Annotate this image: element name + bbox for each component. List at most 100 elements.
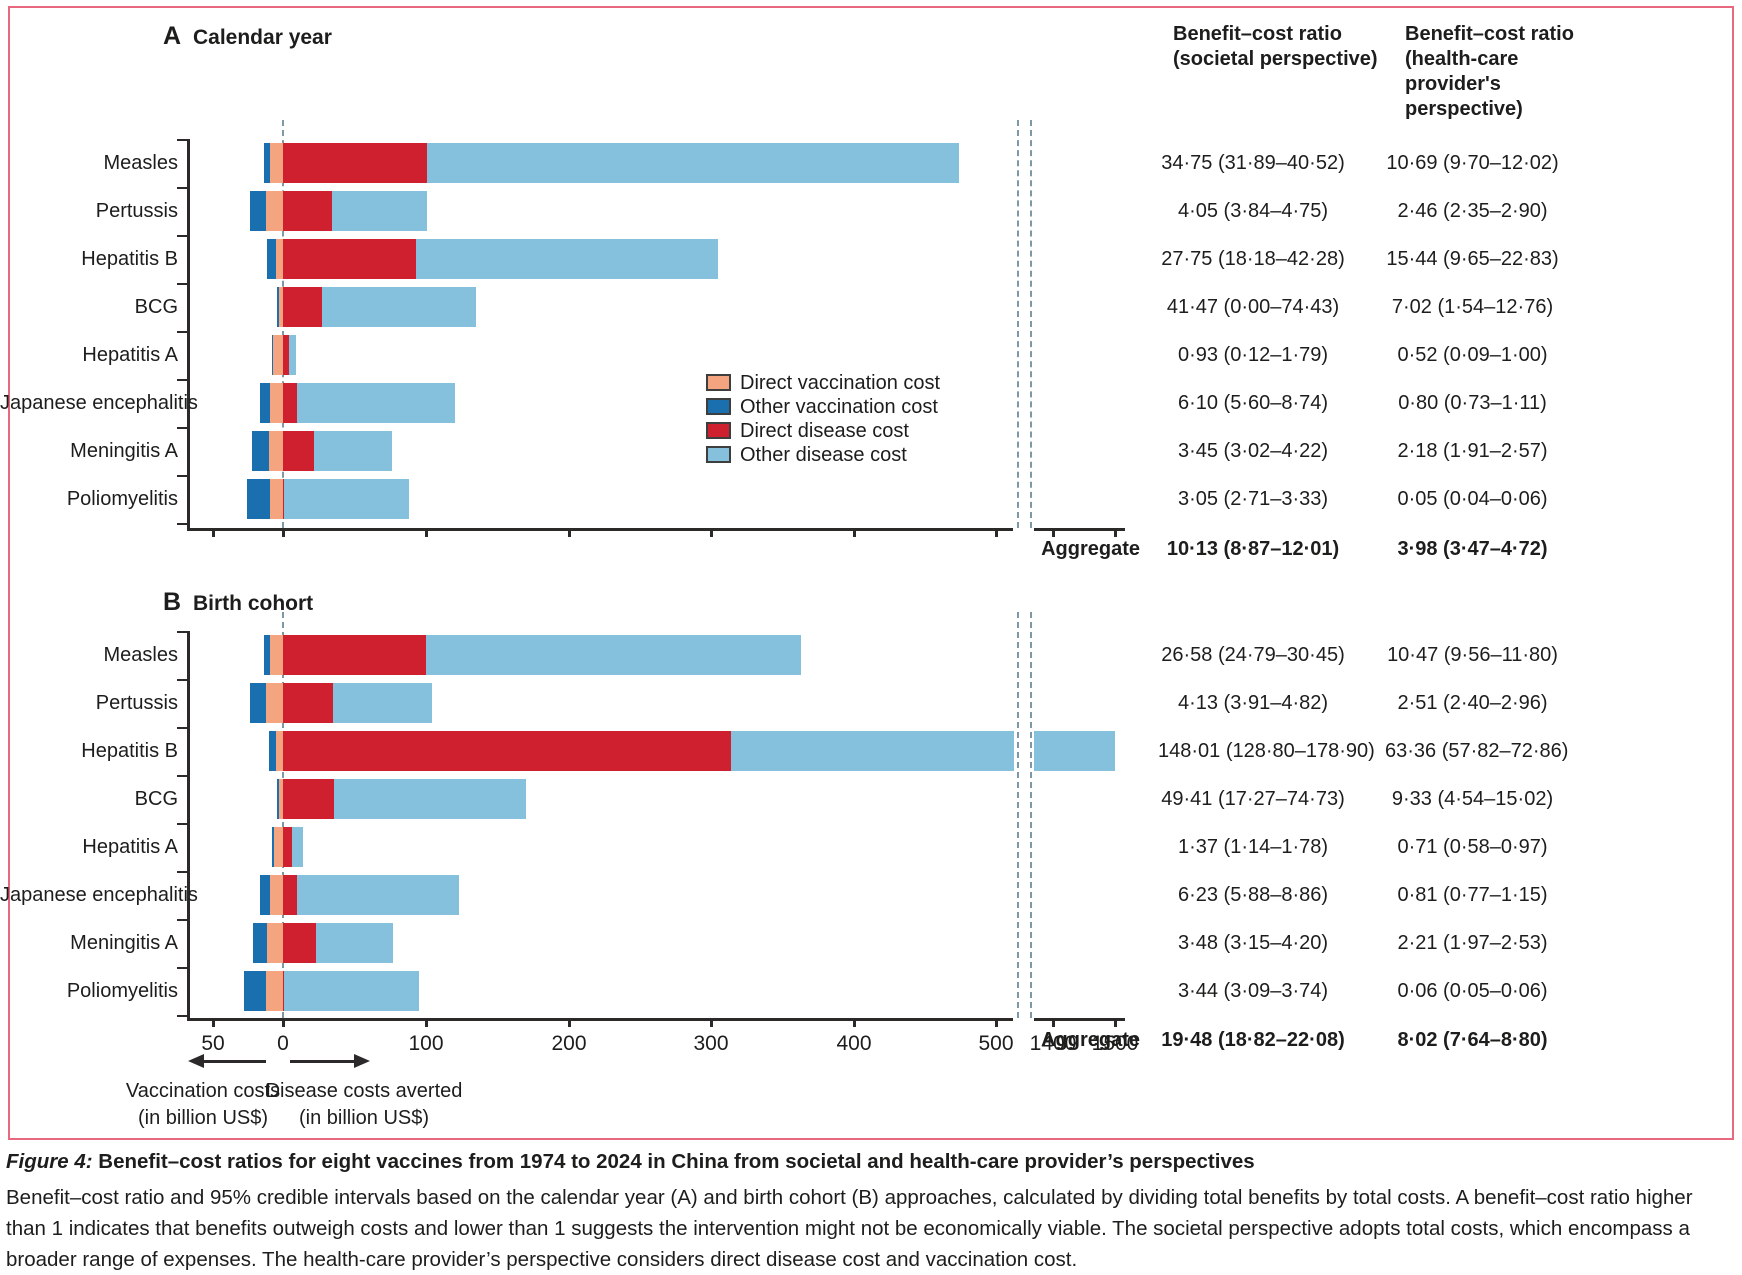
x-axis-tick-label: 50 [201,1032,225,1055]
bar-segment-direct-disease-cost [283,431,315,471]
bar-segment-other-vaccination-cost [264,635,271,675]
bar-segment-direct-disease-cost [283,239,416,279]
vaccine-label: Pertussis [95,692,178,714]
bar-segment-other-disease-cost [1034,731,1115,771]
bar-segment-direct-disease-cost [283,779,335,819]
vaccine-label: Hepatitis A [82,344,178,366]
bar-segment-direct-vaccination-cost [270,143,283,183]
figure-caption-title: Figure 4: Benefit–cost ratios for eight … [6,1150,1736,1174]
legend-entry: Other vaccination cost [706,396,976,420]
bar-segment-other-disease-cost [288,335,296,375]
vaccination-costs-caption-line: Vaccination costs [125,1080,281,1102]
x-axis-tick [212,528,215,537]
aggregate-societal-b: 19·48 (18·82–22·08) [1161,1029,1345,1051]
bar-segment-direct-disease-cost [283,971,285,1011]
bar-segment-other-disease-cost [427,143,960,183]
bcr-societal-value: 27·75 (18·18–42·28) [1161,248,1345,270]
bar-segment-direct-disease-cost [283,335,289,375]
vaccine-label: Measles [103,152,178,174]
bcr-provider-value: 0·71 (0·58–0·97) [1397,836,1548,858]
provider-header-line: provider's [1405,73,1501,95]
x-axis-tick [425,1018,428,1027]
aggregate-provider-a: 3·98 (3·47–4·72) [1397,538,1548,560]
bar-segment-other-disease-cost [315,923,394,963]
disease-costs-arrow-icon [290,1060,354,1063]
bcr-societal-value: 1·37 (1·14–1·78) [1177,836,1329,858]
aggregate-provider-b: 8·02 (7·64–8·80) [1397,1029,1548,1051]
x-axis-tick [1052,528,1055,537]
legend-label: Direct vaccination cost [740,372,941,394]
y-axis-tick [177,679,187,681]
x-axis-tick [1114,528,1117,537]
y-axis-tick [177,1015,187,1017]
axis-break-dashed-line [1017,120,1019,528]
bcr-societal-value: 3·44 (3·09–3·74) [1177,980,1329,1002]
bar-segment-other-vaccination-cost [277,779,279,819]
x-axis-line [1034,528,1125,531]
bar-segment-direct-vaccination-cost [275,239,283,279]
vaccination-costs-caption-line: (in billion US$) [137,1107,269,1129]
bcr-provider-value: 2·46 (2·35–2·90) [1397,200,1548,222]
panel-a-title: Calendar year [193,26,332,49]
bcr-provider-value: 0·80 (0·73–1·11) [1398,392,1547,414]
disease-costs-caption: Disease costs averted (in billion US$) [244,1078,484,1132]
bar-segment-other-disease-cost [334,779,527,819]
y-axis-tick [177,187,187,189]
bar-segment-direct-vaccination-cost [267,923,283,963]
bar-segment-direct-disease-cost [283,479,285,519]
other-disease-cost-swatch-icon [706,446,731,463]
x-axis-tick [710,1018,713,1027]
provider-header-line: perspective) [1405,98,1523,120]
x-axis-tick-label: 400 [836,1032,872,1055]
bar-segment-direct-vaccination-cost [274,827,283,867]
bar-segment-direct-vaccination-cost [270,875,283,915]
bar-segment-other-disease-cost [284,971,419,1011]
y-axis-line [187,139,190,528]
societal-header-line: (societal perspective) [1173,48,1378,70]
direct-disease-cost-swatch-icon [706,422,731,439]
y-axis-tick [177,823,187,825]
bar-segment-other-vaccination-cost [247,479,271,519]
x-axis-tick [282,1018,285,1027]
bar-segment-other-disease-cost [415,239,718,279]
legend-entry: Direct disease cost [706,420,976,444]
x-axis-tick [995,1018,998,1027]
x-axis-tick [853,1018,856,1027]
x-axis-tick-label: 500 [978,1032,1014,1055]
bar-segment-other-vaccination-cost [260,383,271,423]
vaccine-label: Meningitis A [70,440,178,462]
bar-segment-other-vaccination-cost [250,683,266,723]
bcr-societal-value: 26·58 (24·79–30·45) [1161,644,1345,666]
axis-break-dashed-line [1030,612,1032,1018]
x-axis-tick-label: 1400 [1029,1032,1077,1055]
vaccine-label: Measles [103,644,178,666]
bar-segment-direct-vaccination-cost [265,683,283,723]
x-axis-tick-label: 300 [693,1032,729,1055]
y-axis-tick [177,919,187,921]
bar-segment-other-disease-cost [730,731,1014,771]
x-axis-line [187,1018,1013,1021]
x-axis-tick [853,528,856,537]
bar-segment-direct-vaccination-cost [268,431,283,471]
direct-vaccination-cost-swatch-icon [706,374,731,391]
vaccine-label: Meningitis A [70,932,178,954]
vaccine-label: Pertussis [95,200,178,222]
bar-segment-other-vaccination-cost [277,287,279,327]
y-axis-tick [177,967,187,969]
figure-title-text: Benefit–cost ratios for eight vaccines f… [92,1150,1255,1173]
bar-segment-other-disease-cost [331,191,428,231]
y-axis-tick [177,475,187,477]
legend-entry: Other disease cost [706,444,976,468]
bcr-societal-value: 6·23 (5·88–8·86) [1177,884,1329,906]
bcr-societal-value: 49·41 (17·27–74·73) [1161,788,1345,810]
bcr-provider-value: 0·81 (0·77–1·15) [1397,884,1548,906]
bcr-societal-value: 4·05 (3·84–4·75) [1177,200,1329,222]
bcr-provider-value: 2·51 (2·40–2·96) [1397,692,1548,714]
bar-segment-other-disease-cost [314,431,392,471]
y-axis-tick [177,727,187,729]
axis-break-dashed-line [1030,120,1032,528]
bar-segment-other-disease-cost [426,635,801,675]
figure-number-label: Figure 4: [6,1150,93,1173]
bar-segment-other-vaccination-cost [260,875,271,915]
